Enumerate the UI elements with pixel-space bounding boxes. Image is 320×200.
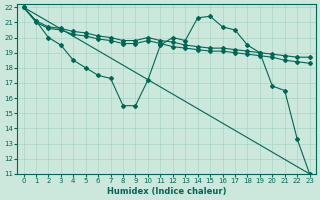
X-axis label: Humidex (Indice chaleur): Humidex (Indice chaleur) xyxy=(107,187,226,196)
